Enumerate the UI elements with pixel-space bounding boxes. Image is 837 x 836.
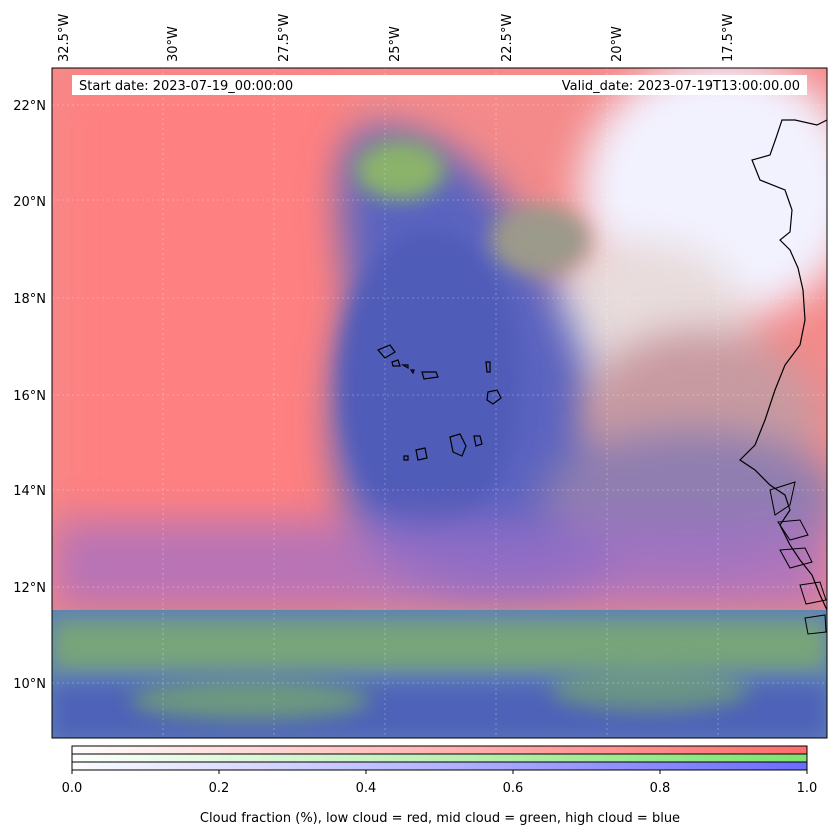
colorbar-title: Cloud fraction (%), low cloud = red, mid… — [200, 811, 680, 826]
cloud-field — [52, 68, 827, 738]
lat-tick-label: 14°N — [13, 484, 46, 499]
lat-tick-label: 10°N — [13, 677, 46, 692]
valid-date-label: Valid_date: 2023-07-19T13:00:00.00 — [562, 79, 800, 94]
africa-coastline — [739, 119, 827, 611]
longitude-labels: 32.5°W 30°W 27.5°W 25°W 22.5°W 20°W 17.5… — [57, 14, 736, 62]
gridlines — [52, 68, 827, 738]
cape-verde-islands — [376, 344, 502, 461]
lat-tick-label: 12°N — [13, 581, 46, 596]
lon-tick-label: 20°W — [610, 26, 625, 62]
lat-tick-label: 20°N — [13, 195, 46, 210]
lon-tick-label: 30°W — [166, 26, 181, 62]
colorbar-mid-band — [71, 753, 808, 763]
date-annotation-box — [72, 75, 807, 95]
lat-tick-label: 18°N — [13, 292, 46, 307]
colorbar-tick-label: 0.2 — [209, 781, 230, 796]
lon-tick-label: 17.5°W — [721, 14, 736, 62]
lon-tick-label: 32.5°W — [57, 14, 72, 62]
colorbar-tick-label: 0.8 — [650, 781, 671, 796]
colorbar: 0.0 0.2 0.4 0.6 0.8 1.0 Cloud fraction (… — [62, 745, 818, 826]
lat-tick-label: 22°N — [13, 99, 46, 114]
colorbar-low-band — [71, 745, 808, 755]
lon-tick-label: 27.5°W — [277, 14, 292, 62]
colorbar-tick-label: 0.6 — [503, 781, 524, 796]
map-frame — [51, 67, 828, 739]
start-date-label: Start date: 2023-07-19_00:00:00 — [79, 79, 293, 94]
colorbar-tick-label: 0.0 — [62, 781, 83, 796]
colorbar-high-band — [71, 761, 808, 771]
lat-tick-label: 16°N — [13, 389, 46, 404]
lon-tick-label: 22.5°W — [500, 14, 515, 62]
latitude-labels: 22°N 20°N 18°N 16°N 14°N 12°N 10°N — [13, 99, 46, 692]
colorbar-tick-label: 0.4 — [356, 781, 377, 796]
lon-tick-label: 25°W — [388, 26, 403, 62]
colorbar-tick-label: 1.0 — [797, 781, 818, 796]
